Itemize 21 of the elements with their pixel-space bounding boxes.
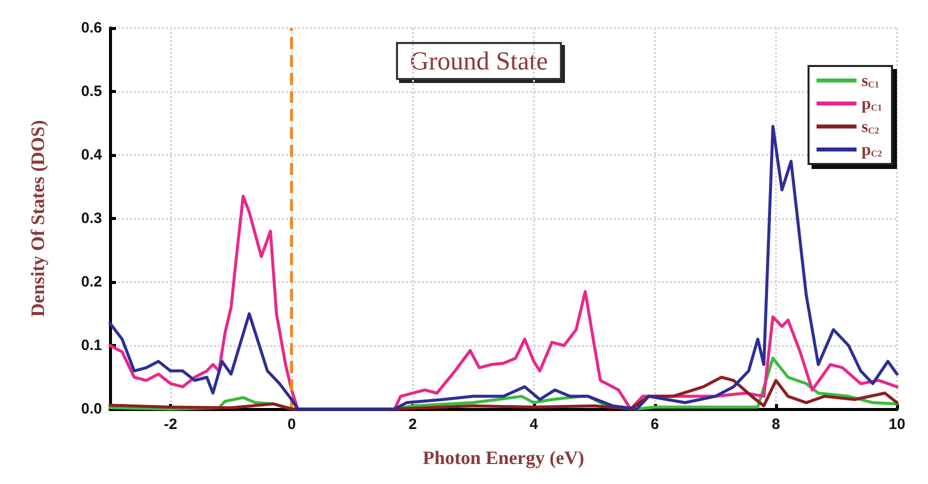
- x-tick-label: 10: [888, 416, 906, 433]
- x-tick-label: 4: [530, 416, 539, 433]
- y-tick-label: 0.6: [81, 20, 102, 36]
- legend-label: pC1: [862, 94, 882, 113]
- x-tick-label: 6: [650, 416, 660, 433]
- legend-label: sC2: [862, 117, 880, 136]
- x-axis-title: Photon Energy (eV): [422, 448, 584, 469]
- y-axis-title: Density Of States (DOS): [28, 120, 49, 317]
- y-tick-label: 0.4: [81, 146, 103, 164]
- y-tick-label: 0.3: [81, 210, 102, 227]
- x-tick-label: -2: [164, 416, 178, 433]
- y-tick-label: 0.5: [81, 83, 102, 100]
- y-tick-label: 0.2: [81, 274, 102, 290]
- x-tick-label: 0: [287, 416, 296, 433]
- y-tick-label: 0.0: [81, 400, 102, 418]
- legend-label: sC1: [862, 71, 880, 90]
- x-tick-label: 2: [408, 416, 417, 433]
- y-tick-label: 0.1: [81, 337, 102, 354]
- annotation: Ground State: [410, 46, 548, 76]
- legend-label: pC2: [862, 140, 882, 159]
- x-tick-label: 8: [772, 416, 780, 433]
